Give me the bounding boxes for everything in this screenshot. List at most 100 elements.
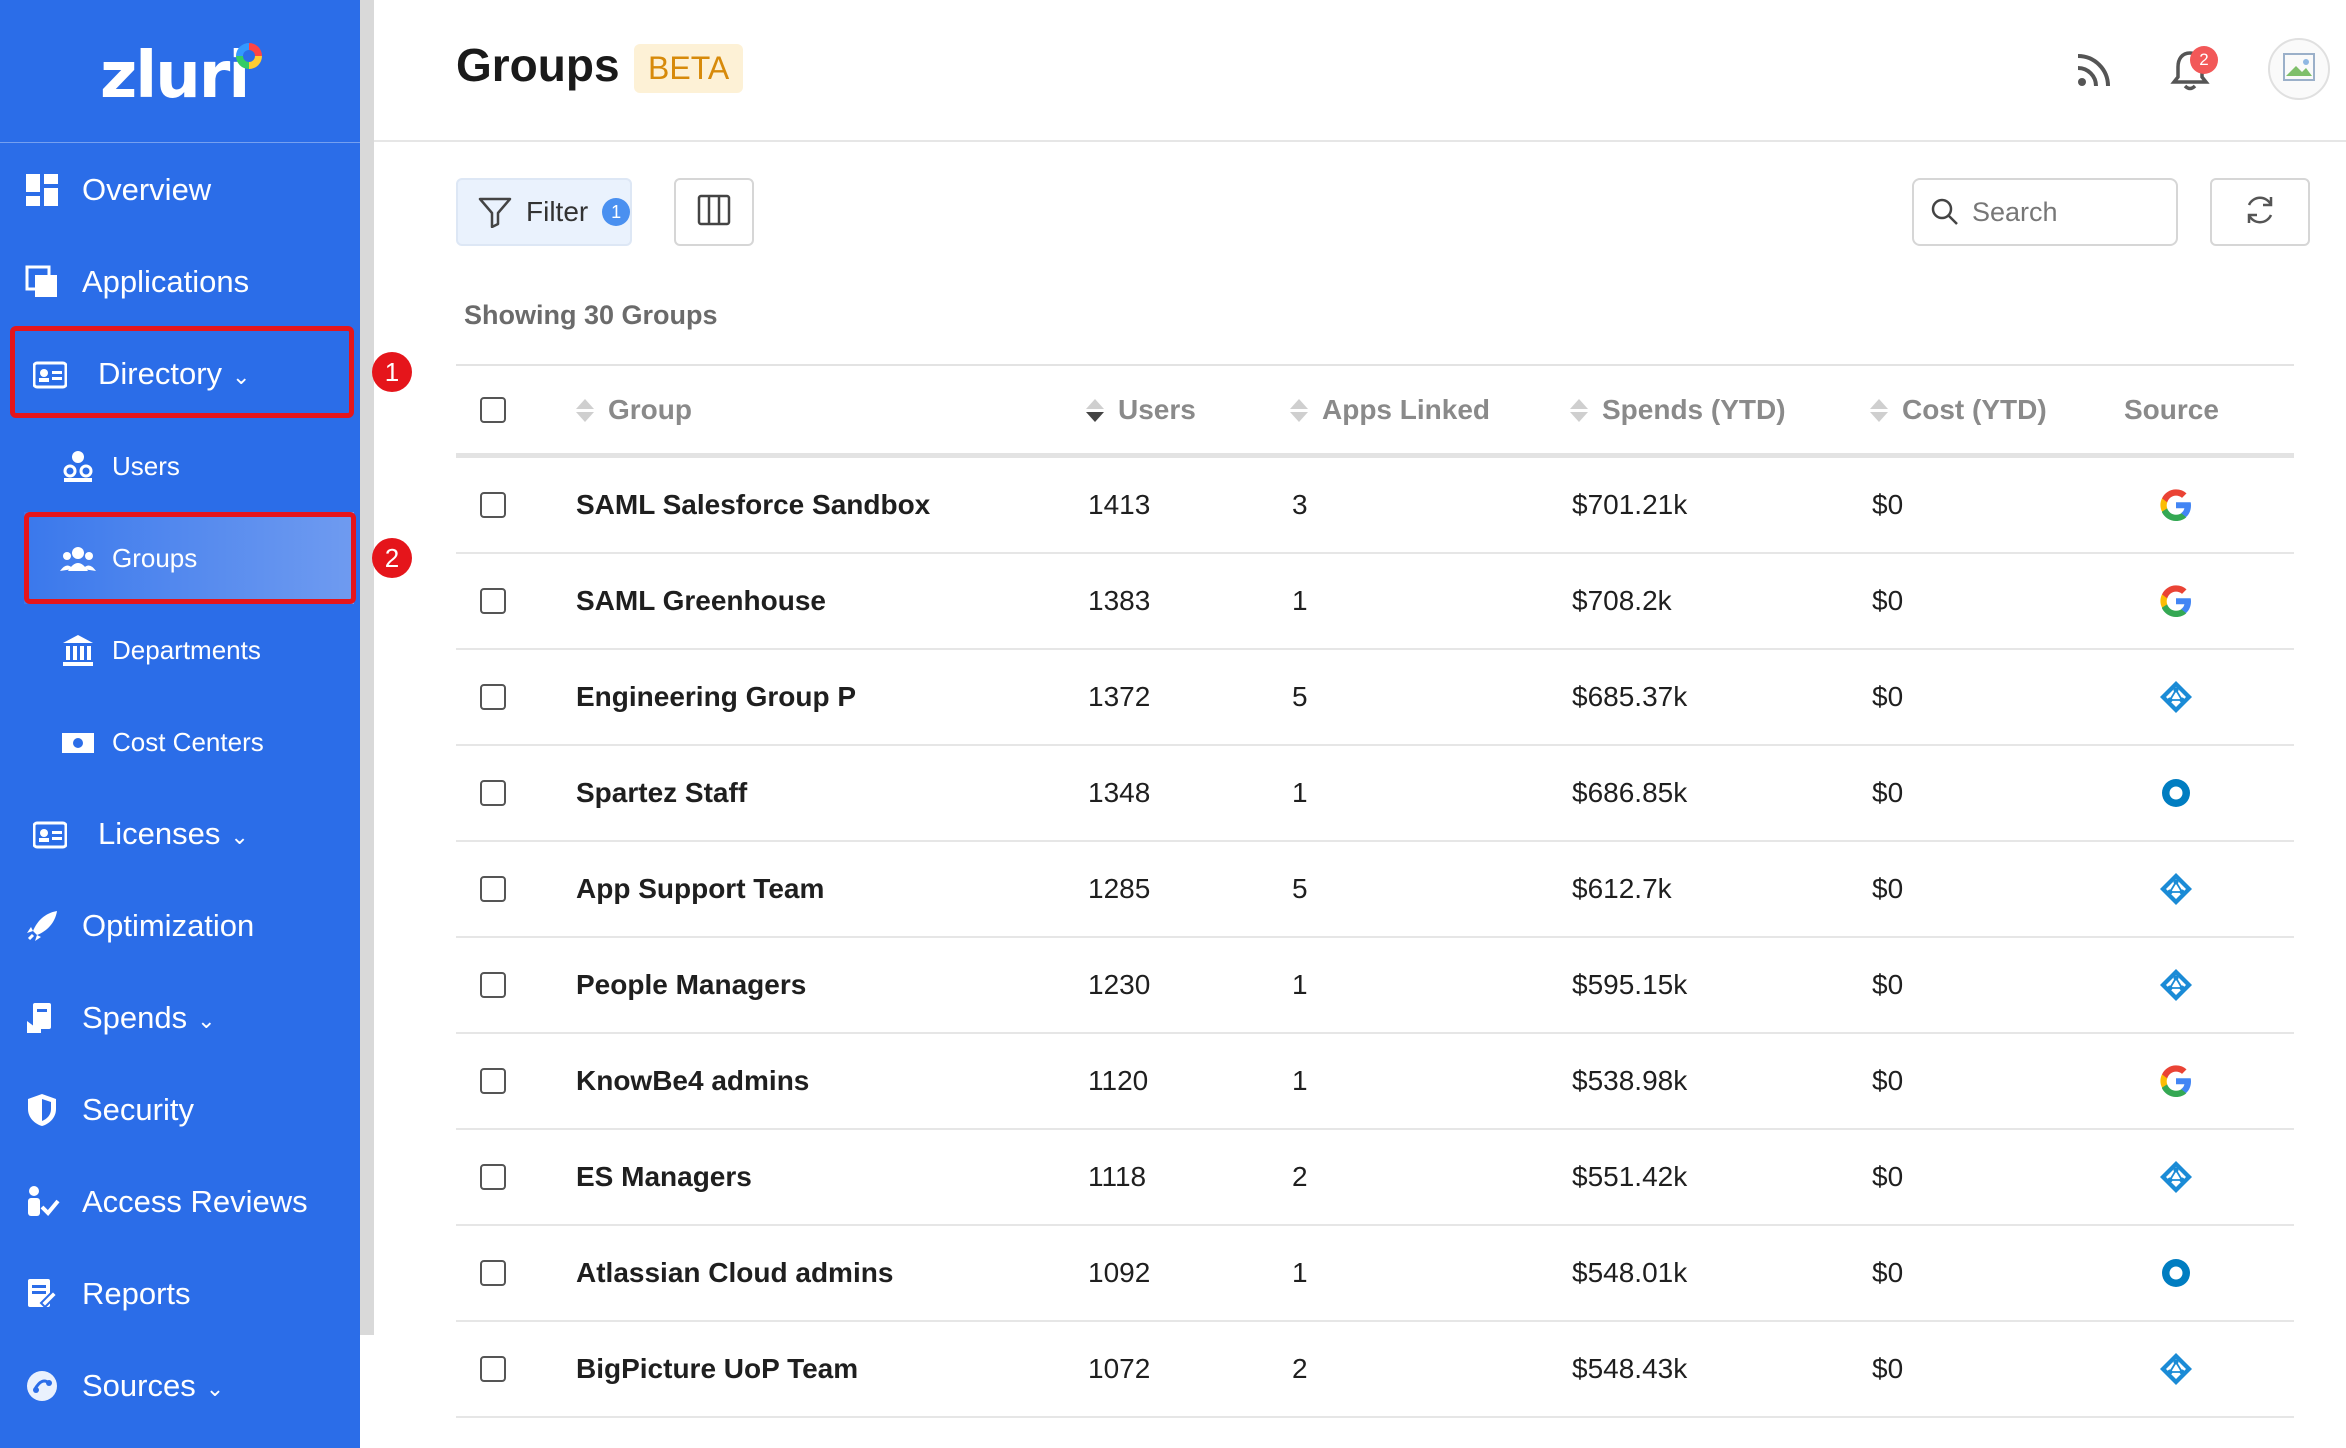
column-header-users[interactable]: Users xyxy=(1086,366,1196,454)
sidebar-item-groups[interactable]: Groups xyxy=(24,512,354,604)
azure-ad-icon xyxy=(2158,967,2194,1003)
refresh-icon xyxy=(2242,193,2278,232)
row-checkbox-cell[interactable] xyxy=(480,1034,506,1128)
filter-count-badge: 1 xyxy=(602,198,630,226)
sidebar-scrollbar[interactable] xyxy=(360,0,374,1335)
group-name[interactable]: Engineering Group P xyxy=(576,681,857,712)
users-icon xyxy=(60,448,96,484)
column-header-apps-linked[interactable]: Apps Linked xyxy=(1290,366,1490,454)
users-count: 1285 xyxy=(1088,873,1151,904)
groups-table: Group Users Apps Linked Spends (YTD) Cos… xyxy=(456,364,2294,1418)
sidebar-item-label: Users xyxy=(112,450,180,481)
users-count: 1072 xyxy=(1088,1353,1151,1384)
row-checkbox-cell[interactable] xyxy=(480,650,506,744)
step-badge-1: 1 xyxy=(372,352,412,392)
sidebar-item-security[interactable]: Security xyxy=(0,1064,360,1156)
row-checkbox[interactable] xyxy=(480,1356,506,1382)
table-row[interactable]: Spartez Staff 1348 1 $686.85k $0 xyxy=(456,746,2294,842)
column-header-cost[interactable]: Cost (YTD) xyxy=(1870,366,2047,454)
group-name[interactable]: App Support Team xyxy=(576,873,825,904)
sidebar-item-label: Access Reviews xyxy=(82,1184,308,1219)
row-checkbox[interactable] xyxy=(480,1260,506,1286)
group-name[interactable]: SAML Greenhouse xyxy=(576,585,826,616)
cost-ytd: $0 xyxy=(1872,1161,1904,1192)
group-name[interactable]: ES Managers xyxy=(576,1161,752,1192)
group-name[interactable]: SAML Salesforce Sandbox xyxy=(576,489,931,520)
apps-linked-count: 1 xyxy=(1292,969,1308,1000)
apps-linked-count: 1 xyxy=(1292,1257,1308,1288)
group-name[interactable]: BigPicture UoP Team xyxy=(576,1353,859,1384)
select-all-checkbox[interactable] xyxy=(480,397,506,423)
page-header: Groups BETA 2 xyxy=(374,0,2346,142)
group-name[interactable]: People Managers xyxy=(576,969,807,1000)
row-checkbox-cell[interactable] xyxy=(480,938,506,1032)
sidebar-item-overview[interactable]: Overview xyxy=(0,144,360,236)
sidebar-item-sources[interactable]: Sources ⌄ xyxy=(0,1340,360,1432)
column-label: Users xyxy=(1118,394,1196,425)
sidebar-item-licenses[interactable]: Licenses ⌄ xyxy=(0,788,360,880)
row-checkbox[interactable] xyxy=(480,1164,506,1190)
spends-ytd: $686.85k xyxy=(1572,777,1688,808)
sidebar-item-directory[interactable]: Directory ⌄ xyxy=(0,328,360,420)
sidebar-item-departments[interactable]: Departments xyxy=(0,604,360,696)
zluri-logo[interactable]: zluri xyxy=(100,36,263,116)
column-header-spends[interactable]: Spends (YTD) xyxy=(1570,366,1786,454)
sidebar-item-cost-centers[interactable]: Cost Centers xyxy=(0,696,360,788)
source-cell xyxy=(2156,746,2196,840)
select-all-checkbox-cell[interactable] xyxy=(480,366,506,454)
table-row[interactable]: Engineering Group P 1372 5 $685.37k $0 xyxy=(456,650,2294,746)
row-checkbox-cell[interactable] xyxy=(480,1322,506,1416)
table-row[interactable]: App Support Team 1285 5 $612.7k $0 xyxy=(456,842,2294,938)
user-avatar[interactable] xyxy=(2268,38,2330,100)
applications-icon xyxy=(24,264,60,300)
table-row[interactable]: BigPicture UoP Team 1072 2 $548.43k $0 xyxy=(456,1322,2294,1418)
row-checkbox-cell[interactable] xyxy=(480,554,506,648)
sidebar-item-label: Spends ⌄ xyxy=(82,1000,216,1036)
search-box[interactable] xyxy=(1912,178,2178,246)
row-checkbox[interactable] xyxy=(480,876,506,902)
column-label: Cost (YTD) xyxy=(1902,394,2047,425)
showing-count: Showing 30 Groups xyxy=(464,300,718,330)
sort-icon xyxy=(576,398,594,422)
table-row[interactable]: People Managers 1230 1 $595.15k $0 xyxy=(456,938,2294,1034)
rss-feed-icon[interactable] xyxy=(2064,40,2124,100)
column-label: Apps Linked xyxy=(1322,394,1491,425)
row-checkbox-cell[interactable] xyxy=(480,1130,506,1224)
row-checkbox-cell[interactable] xyxy=(480,842,506,936)
sidebar-item-access-reviews[interactable]: Access Reviews xyxy=(0,1156,360,1248)
group-name[interactable]: KnowBe4 admins xyxy=(576,1065,810,1096)
group-name[interactable]: Atlassian Cloud admins xyxy=(576,1257,894,1288)
row-checkbox[interactable] xyxy=(480,972,506,998)
spends-ytd: $701.21k xyxy=(1572,489,1688,520)
row-checkbox-cell[interactable] xyxy=(480,1226,506,1320)
row-checkbox-cell[interactable] xyxy=(480,746,506,840)
column-header-group[interactable]: Group xyxy=(576,366,692,454)
row-checkbox[interactable] xyxy=(480,684,506,710)
row-checkbox[interactable] xyxy=(480,492,506,518)
table-row[interactable]: ES Managers 1118 2 $551.42k $0 xyxy=(456,1130,2294,1226)
notification-bell-icon[interactable]: 2 xyxy=(2160,40,2220,100)
cost-ytd: $0 xyxy=(1872,873,1904,904)
table-row[interactable]: Atlassian Cloud admins 1092 1 $548.01k $… xyxy=(456,1226,2294,1322)
row-checkbox[interactable] xyxy=(480,780,506,806)
row-checkbox[interactable] xyxy=(480,1068,506,1094)
table-row[interactable]: SAML Salesforce Sandbox 1413 3 $701.21k … xyxy=(456,458,2294,554)
directory-label: Directory xyxy=(98,356,223,391)
sidebar-item-applications[interactable]: Applications xyxy=(0,236,360,328)
columns-toggle-button[interactable] xyxy=(674,178,754,246)
table-row[interactable]: SAML Greenhouse 1383 1 $708.2k $0 xyxy=(456,554,2294,650)
sidebar-item-optimization[interactable]: Optimization xyxy=(0,880,360,972)
table-row[interactable]: KnowBe4 admins 1120 1 $538.98k $0 xyxy=(456,1034,2294,1130)
row-checkbox-cell[interactable] xyxy=(480,458,506,552)
refresh-button[interactable] xyxy=(2210,178,2310,246)
sidebar-item-spends[interactable]: Spends ⌄ xyxy=(0,972,360,1064)
row-checkbox[interactable] xyxy=(480,588,506,614)
column-label: Group xyxy=(608,394,692,425)
search-input[interactable] xyxy=(1972,196,2152,228)
table-body: SAML Salesforce Sandbox 1413 3 $701.21k … xyxy=(456,458,2294,1418)
group-name[interactable]: Spartez Staff xyxy=(576,777,748,808)
filter-button[interactable]: Filter 1 xyxy=(456,178,632,246)
sidebar-item-reports[interactable]: Reports xyxy=(0,1248,360,1340)
chevron-down-icon: ⌄ xyxy=(205,1376,225,1401)
sidebar-item-users[interactable]: Users xyxy=(0,420,360,512)
